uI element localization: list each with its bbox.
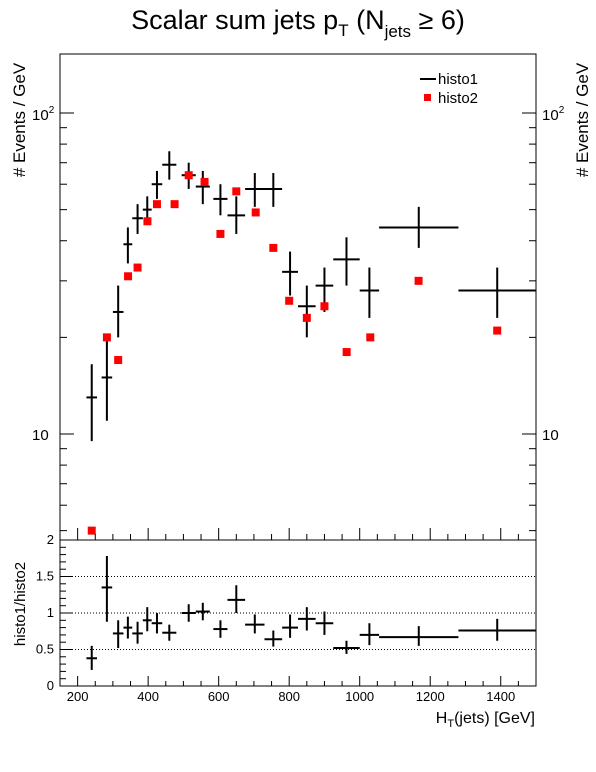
ratio-y-tick-label: 1 [47, 605, 54, 620]
histo2-point [302, 313, 311, 322]
title-sub-t: T [338, 21, 348, 40]
histo2-point [200, 177, 209, 186]
y-axis-label-left: # Events / GeV [10, 62, 29, 177]
ratio-gridlines [60, 576, 536, 650]
histo2-point [143, 217, 152, 226]
ratio-ticks: 0 0.5 1 1.5 2 [36, 532, 72, 693]
title-main: Scalar sum jets p [131, 5, 338, 35]
legend-histo1-label: histo1 [438, 71, 478, 88]
legend-histo2-label: histo2 [438, 90, 478, 107]
histo2-point [414, 276, 423, 285]
histo2-point [320, 302, 329, 311]
ratio-y-tick-label: 0.5 [36, 642, 54, 657]
histo2-point [124, 272, 133, 281]
y-axis-label-right: # Events / GeV [573, 62, 592, 177]
ratio-y-label: histo1/histo2 [12, 562, 29, 646]
ratio-y-tick-label: 1.5 [36, 569, 54, 584]
ratio-y-tick-label: 2 [47, 532, 54, 547]
y-tick-label-10-right: 10 [542, 427, 559, 444]
x-label-main: H [436, 710, 448, 727]
x-axis-label: HT(jets) [GeV] [436, 710, 535, 730]
x-tick-label: 200 [67, 689, 89, 704]
x-tick-label: 1400 [486, 689, 515, 704]
main-plot-marks [86, 151, 536, 535]
x-label-rest: (jets) [GeV] [454, 710, 535, 727]
histo2-point [114, 356, 123, 365]
main-plot-frame [59, 53, 537, 541]
ratio-plot-marks [86, 556, 536, 670]
histo2-point [232, 187, 241, 196]
title-sub-jets: jets [384, 22, 411, 41]
x-tick-label: 800 [278, 689, 300, 704]
histo2-point [133, 263, 142, 272]
histo2-point [87, 526, 96, 535]
histo2-point [269, 243, 278, 252]
histo2-point [102, 333, 111, 342]
x-tick-label: 1200 [416, 689, 445, 704]
x-tick-label: 600 [208, 689, 230, 704]
chart-title: Scalar sum jets pT (Njets ≥ 6) [131, 5, 465, 41]
histo2-point [285, 296, 294, 305]
legend: histo1 histo2 [420, 71, 478, 107]
title-paren: (N [349, 5, 385, 35]
histo2-point [493, 326, 502, 335]
title-cond: ≥ 6) [411, 5, 465, 35]
histo2-point [342, 348, 351, 357]
ratio-y-tick-label: 0 [47, 678, 54, 693]
histo2-point [152, 200, 161, 209]
y-tick-label-100-right: 102 [542, 105, 565, 124]
main-y-ticks [60, 112, 536, 532]
x-tick-label: 1000 [345, 689, 374, 704]
histo2-point [251, 208, 260, 217]
x-axis-ticks: 200 400 600 800 1000 1200 1400 [59, 528, 537, 704]
x-label-sub: T [447, 718, 454, 730]
y-tick-label-100-left: 102 [32, 105, 55, 124]
histo2-point [184, 171, 193, 180]
y-tick-label-10-left: 10 [32, 427, 49, 444]
legend-histo2-swatch [424, 94, 431, 101]
histo2-point [170, 200, 179, 209]
histo2-point [366, 333, 375, 342]
histo2-point [216, 229, 225, 238]
x-tick-label: 400 [137, 689, 159, 704]
